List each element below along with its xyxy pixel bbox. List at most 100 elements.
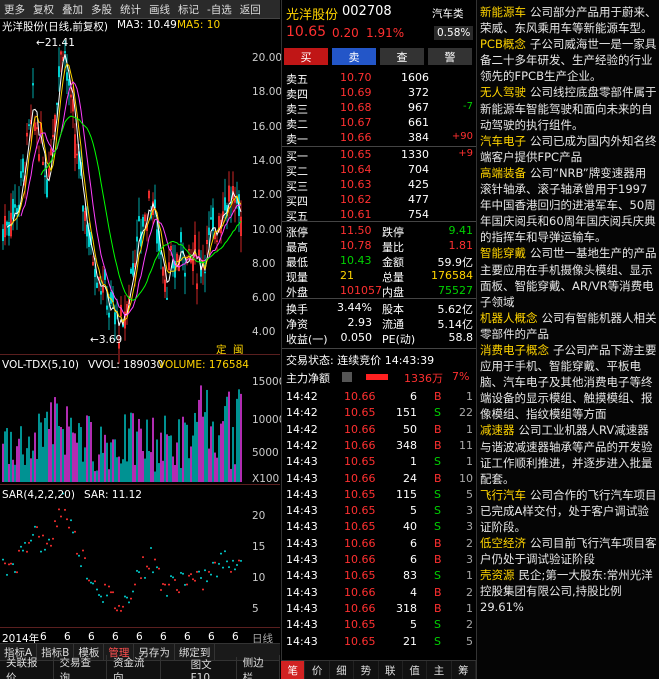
sar-dot [232,559,234,562]
book-divider [282,221,477,222]
sar-dot [180,571,182,574]
fundamental-value: 0.050 [340,331,373,344]
volume-bar [82,461,84,482]
bottom-nav-tab[interactable]: 图文F10 [185,656,237,679]
concept-tag[interactable]: 高端装备 [480,165,526,180]
indicator-tab[interactable]: 指标A [0,644,38,660]
concept-tag[interactable]: 机器人概念 [480,310,538,325]
fundamental-value: 2.93 [347,316,373,329]
sar-dot [152,571,154,574]
order-volume: 704 [408,163,429,176]
high-price-marker: ←21.41 [36,37,75,49]
toolbar-item[interactable]: 画线 [149,3,170,16]
candle-body [106,305,109,310]
bottom-nav-tab[interactable]: 资金流向 [107,655,161,679]
stat-value: 10.78 [340,239,372,252]
detail-tab[interactable]: 主 [427,661,452,679]
sar-dot [50,544,52,547]
concept-tag[interactable]: PCB概念 [480,37,526,52]
sar-dot [192,578,194,581]
order-level-label: 买五 [286,210,308,223]
candle-body [212,207,215,231]
bottom-nav-tab[interactable]: 交易查询 [54,655,108,679]
volume-bar [10,431,12,482]
indicator-tab[interactable]: 管理 [104,644,135,660]
toolbar-item[interactable]: -自选 [207,3,232,16]
toolbar-item[interactable]: 多股 [91,3,112,16]
sar-dot [90,581,92,584]
tick-volume: 1 [410,455,417,469]
trade-buttons: 买 卖 查 警 [284,48,472,65]
volume-bar [8,463,10,482]
stat-label: 最高 [286,241,308,254]
stat-row: 现量 21 总量 176584 [282,267,477,285]
volume-bar [88,416,90,482]
concept-tag[interactable]: 消费电子概念 [480,342,549,357]
sector-label[interactable]: 汽车类 [432,8,464,20]
x-axis-label: 6 [112,631,119,643]
concept-tag[interactable]: 飞行汽车 [480,487,526,502]
bottom-nav-tab[interactable]: 关联报价 [0,655,54,679]
concept-tag[interactable]: 低空经济 [480,536,526,551]
sar-dot [164,583,166,586]
toolbar-item[interactable]: 叠加 [62,3,83,16]
volume-bar [136,431,138,482]
sar-dot [170,575,172,578]
volume-bar [134,464,136,482]
candle-body [198,249,201,256]
sar-dot [92,582,94,585]
sar-dot [32,533,34,536]
kline-chart-svg[interactable] [0,19,280,634]
sar-dot [156,566,158,569]
toolbar-item[interactable]: 标记 [178,3,199,16]
kline-chart-area[interactable]: 光洋股份(日线,前复权) MA3: 10.49 MA5: 10 ←21.41 ←… [0,19,285,645]
toolbar-item[interactable]: 更多 [4,3,25,16]
tick-time: 14:42 [286,406,318,420]
detail-tab[interactable]: 筹 [452,661,476,679]
volume-bar [152,417,154,482]
indicator-tab[interactable]: 另存为 [134,644,175,660]
price-axis-label: 16.00 [252,120,283,133]
indicator-tab[interactable]: 模板 [74,644,105,660]
concept-tag[interactable]: 汽车电子 [480,133,526,148]
toolbar-item[interactable]: 返回 [239,3,261,16]
indicator-tab[interactable]: 绑定到 [175,644,216,660]
tick-price: 10.65 [344,569,376,583]
volume-bar [202,416,204,482]
sar-dot [204,569,206,572]
sell-button[interactable]: 卖 [332,48,376,65]
volume-axis-label: 15000 [252,376,286,388]
concept-tag[interactable]: 新能源车 [480,5,526,19]
volume-bar [60,427,62,482]
detail-tab[interactable]: 价 [305,661,330,679]
price-axis-label: 10.00 [252,223,283,236]
dropdown-icon[interactable] [342,372,352,382]
toolbar-item[interactable]: 统计 [120,3,141,16]
indicator-tab[interactable]: 指标B [37,644,75,660]
detail-tab[interactable]: 细 [330,661,355,679]
sar-dot [224,550,226,553]
concept-tag[interactable]: 减速器 [480,423,515,438]
tick-side: B [434,536,442,550]
candle-body [27,124,30,126]
volume-bar [160,432,162,482]
buy-button[interactable]: 买 [284,48,328,65]
detail-tab[interactable]: 值 [403,661,428,679]
concept-item: 低空经济 公司目前飞行汽车项目客户仍处于调试验证阶段 [480,535,657,567]
concept-tag[interactable]: 智能穿戴 [480,246,526,261]
toolbar-item[interactable]: 复权 [33,3,54,16]
detail-tab[interactable]: 势 [354,661,379,679]
query-button[interactable]: 查 [380,48,424,65]
bottom-nav-tab[interactable]: 侧边栏 [237,655,280,679]
candle-body [43,175,46,178]
concept-tag[interactable]: 无人驾驶 [480,85,526,100]
alert-button[interactable]: 警 [428,48,472,65]
volume-bar [170,435,172,482]
sar-dot [160,588,162,591]
concept-tag[interactable]: 壳资源 [480,568,515,583]
detail-tab[interactable]: 联 [379,661,403,679]
volume-bar [182,416,184,482]
concept-panel: 新能源车 公司部分产品用于蔚来、荣威、东风乘用车等新能源车型。 PCB概念 子公司威海… [476,0,659,679]
detail-tab[interactable]: 笔 [281,661,306,679]
sar-dot [26,550,28,553]
